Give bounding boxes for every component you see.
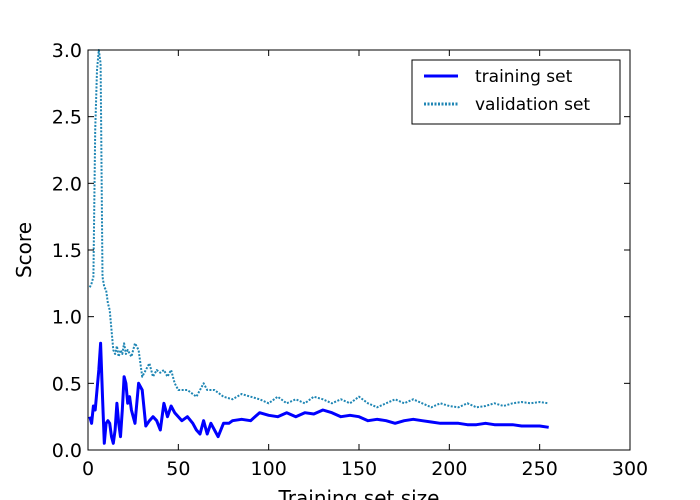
y-tick-label: 0.5 bbox=[52, 373, 82, 395]
series-line-training-set bbox=[88, 341, 549, 445]
y-tick-label: 2.0 bbox=[52, 173, 82, 195]
x-tick-label: 100 bbox=[251, 458, 287, 480]
legend-label-training-set: training set bbox=[475, 67, 573, 87]
y-tick-label: 3.0 bbox=[52, 40, 82, 62]
series-layer bbox=[88, 49, 549, 445]
legend-label-validation-set: validation set bbox=[475, 95, 590, 115]
x-tick-label: 300 bbox=[612, 458, 648, 480]
series-line-validation-set bbox=[88, 49, 549, 409]
x-tick-label: 250 bbox=[522, 458, 558, 480]
tick-layer: 0 50 100 150 200 250 300 0.0 0.5 1.0 1.5 2.0 2.5 3.0 bbox=[52, 40, 648, 480]
y-tick-label: 1.5 bbox=[52, 240, 82, 262]
y-tick-label: 0.0 bbox=[52, 440, 82, 462]
legend: training set validation set bbox=[411, 59, 621, 125]
x-tick-label: 0 bbox=[82, 458, 94, 480]
y-tick-label: 1.0 bbox=[52, 307, 82, 329]
y-tick-label: 2.5 bbox=[52, 107, 82, 129]
x-tick-label: 150 bbox=[341, 458, 377, 480]
x-tick-label: 200 bbox=[431, 458, 467, 480]
x-tick-label: 50 bbox=[166, 458, 190, 480]
legend-box bbox=[411, 59, 621, 125]
x-axis-title: Training set size bbox=[278, 486, 440, 500]
y-axis-title: Score bbox=[12, 222, 36, 278]
